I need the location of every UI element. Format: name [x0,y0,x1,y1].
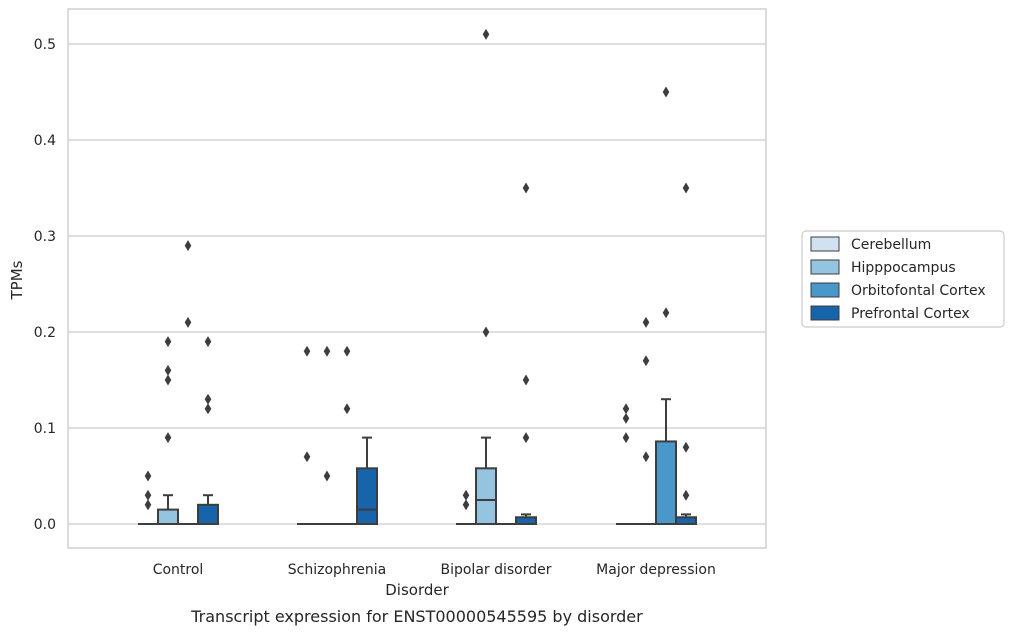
outlier-point [682,489,690,501]
box-prefrontal-cortex [515,182,537,526]
outlier-point [642,316,650,328]
outlier-point [303,451,311,463]
box-cerebellum [616,403,636,525]
outlier-point [522,432,530,444]
y-tick-label: 0.0 [34,517,56,533]
x-axis-title: Disorder [385,581,449,599]
outlier-point [204,393,212,405]
y-tick-label: 0.1 [34,421,56,437]
box [157,508,179,526]
y-tick-label: 0.5 [34,37,56,53]
outlier-point [662,307,670,319]
outlier-point [522,182,530,194]
outlier-point [343,403,351,415]
box [197,503,219,525]
box-orbitofontal-cortex [178,240,198,525]
legend-frame [801,230,1005,328]
box-orbitofontal-cortex [337,345,357,525]
outlier-point [622,432,630,444]
outlier-point [164,374,172,386]
x-tick-label: Major depression [596,562,716,578]
outlier-point [462,499,470,511]
outlier-point [462,489,470,501]
x-tick-label: Control [153,562,204,578]
outlier-point [184,240,192,252]
box [356,467,378,526]
x-tick-label: Bipolar disorder [440,562,551,578]
box-prefrontal-cortex [356,436,378,526]
legend-swatch [810,259,840,275]
box-hipppocampus [157,336,179,526]
box-cerebellum [297,345,317,525]
legend-label: Hipppocampus [851,260,956,276]
outlier-point [184,316,192,328]
outlier-point [642,355,650,367]
legend-label: Prefrontal Cortex [851,306,970,322]
outlier-point [144,470,152,482]
legend-label: Cerebellum [851,237,931,253]
outlier-point [682,441,690,453]
outlier-point [522,374,530,386]
box [515,516,537,526]
box-hipppocampus [317,345,337,525]
y-tick-labels: 0.0 0.1 0.2 0.3 0.4 0.5 [34,37,56,533]
box-hipppocampus [636,316,656,525]
boxplots [138,28,697,526]
box-cerebellum [138,470,158,525]
x-tick-labels: Control Schizophrenia Bipolar disorder Majo… [153,562,716,578]
y-tick-label: 0.3 [34,229,56,245]
outlier-point [662,86,670,98]
outlier-point [303,345,311,357]
x-tick-label: Schizophrenia [288,562,386,578]
outlier-point [482,28,490,40]
outlier-point [642,451,650,463]
plot-frame [67,8,767,549]
box [675,516,697,526]
y-tick-label: 0.2 [34,325,56,341]
outlier-point [482,326,490,338]
box [475,467,497,526]
chart-caption: Transcript expression for ENST0000054559… [190,607,643,626]
box-cerebellum [456,489,476,525]
outlier-point [164,432,172,444]
outlier-point [144,499,152,511]
legend-swatch [810,236,840,252]
legend-swatch [810,305,840,321]
outlier-point [164,364,172,376]
legend: Cerebellum Hipppocampus Orbitofontal Corte… [801,230,1005,328]
outlier-point [164,336,172,348]
y-tick-label: 0.4 [34,133,56,149]
y-axis-title: TPMs [8,260,26,300]
box-prefrontal-cortex [675,182,697,526]
box-prefrontal-cortex [197,336,219,525]
box-orbitofontal-cortex [655,86,677,525]
box [655,440,677,525]
outlier-point [144,489,152,501]
outlier-point [622,403,630,415]
box-hipppocampus [475,28,497,526]
legend-label: Orbitofontal Cortex [851,283,986,299]
legend-swatch [810,282,840,298]
outlier-point [323,345,331,357]
outlier-point [323,470,331,482]
outlier-point [622,412,630,424]
outlier-point [204,403,212,415]
outlier-point [204,336,212,348]
outlier-point [343,345,351,357]
outlier-point [682,182,690,194]
